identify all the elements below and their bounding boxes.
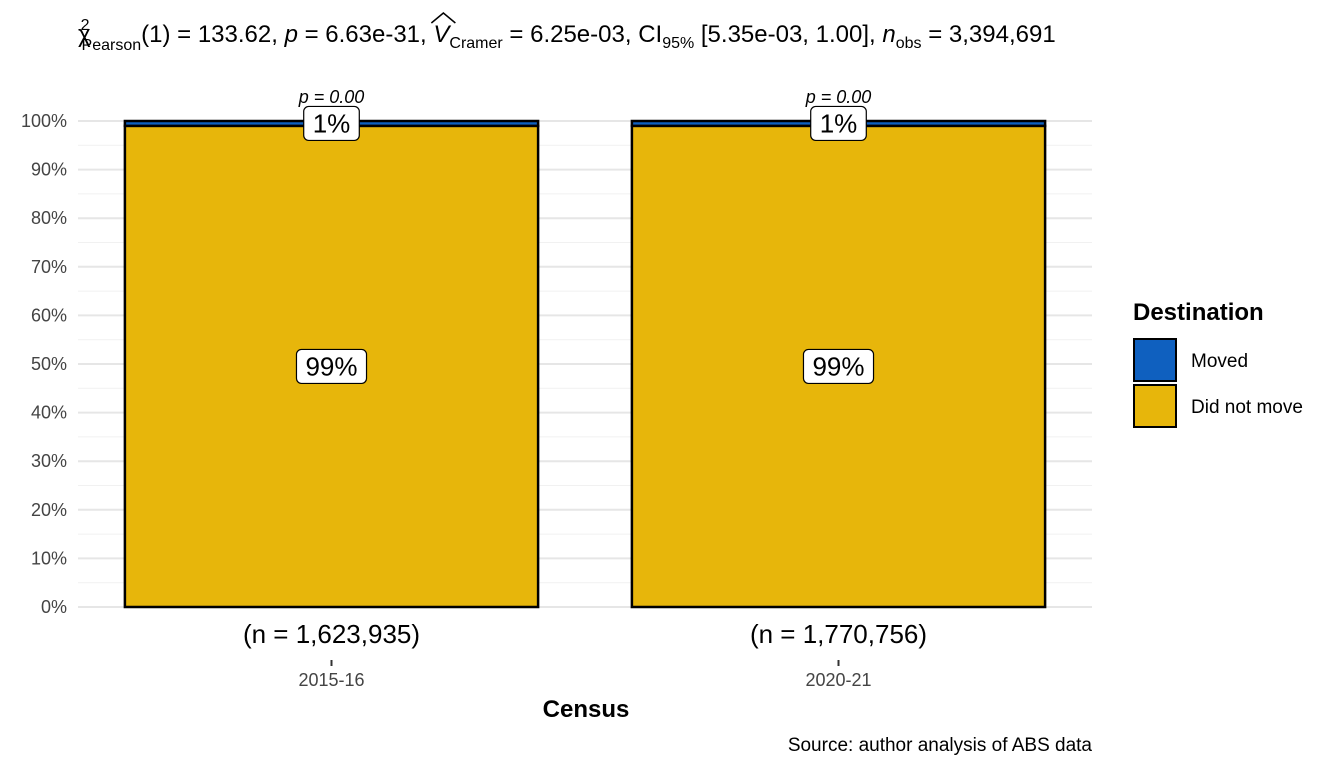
legend-swatch [1133,338,1177,382]
legend-label: Did not move [1191,397,1303,418]
percent-label-text: 1% [313,108,351,138]
ci-value: [5.35e-03, 1.00] [701,21,869,48]
y-tick-label: 50% [31,354,67,374]
y-tick-label: 30% [31,451,67,471]
ci-subscript: 95% [662,35,694,52]
y-tick-label: 90% [31,160,67,180]
legend-label: Moved [1191,351,1248,372]
percent-label-text: 99% [305,351,357,381]
y-tick-label: 10% [31,548,67,568]
sample-size-label: (n = 1,623,935) [243,619,420,649]
y-tick-label: 40% [31,403,67,423]
bars: p = 0.00 p = 0.00 99% 1% 99% 1% [123,87,1047,609]
stat-superscript: 2 [81,17,90,34]
legend-title: Destination [1133,299,1264,326]
effect-symbol: V [433,21,451,48]
n-symbol: n [882,21,895,48]
x-axis: (n = 1,623,935) 2015-16 (n = 1,770,756) 202… [243,619,927,690]
y-tick-label: 80% [31,208,67,228]
y-tick-label: 70% [31,257,67,277]
effect-hat-accent [430,12,456,24]
x-axis-title: Census [543,696,630,723]
legend: Destination Moved Did not move [1133,299,1303,428]
y-tick-label: 0% [41,597,67,617]
p-value: 6.63e-31 [325,21,420,48]
n-subscript: obs [896,35,922,52]
percent-label: 1% [303,105,360,142]
x-tick-label: 2015-16 [298,670,364,690]
effect-value: 6.25e-03 [530,21,625,48]
stat-value: 133.62 [198,21,271,48]
legend-swatch [1133,384,1177,428]
p-value-label: p = 0.00 [805,87,872,107]
stat-subscript: Pearson [82,37,142,54]
ci-label: CI [638,21,662,48]
percent-label: 1% [810,105,867,142]
y-axis: 0% 10% 20% 30% 40% 50% 60% 70% 80% 90% 100% [21,111,67,617]
p-value-label: p = 0.00 [298,87,365,107]
y-tick-label: 60% [31,305,67,325]
n-value: 3,394,691 [949,21,1056,48]
effect-subscript: Cramer [449,35,503,52]
percent-label-text: 1% [820,108,858,138]
y-tick-label: 100% [21,111,67,131]
percent-label-text: 99% [812,351,864,381]
chart-caption: Source: author analysis of ABS data [788,735,1093,756]
p-symbol: p [284,21,298,48]
chart-subtitle: χ2 Pearson(1) = 133.62, p = 6.63e-31, VCr… [78,17,1056,54]
percent-label: 99% [295,348,368,385]
stat-symbol: χ [78,21,91,48]
stat-df: (1) [141,21,170,48]
sample-size-label: (n = 1,770,756) [750,619,927,649]
percent-label: 99% [802,348,875,385]
x-tick-label: 2020-21 [805,670,871,690]
y-tick-label: 20% [31,500,67,520]
